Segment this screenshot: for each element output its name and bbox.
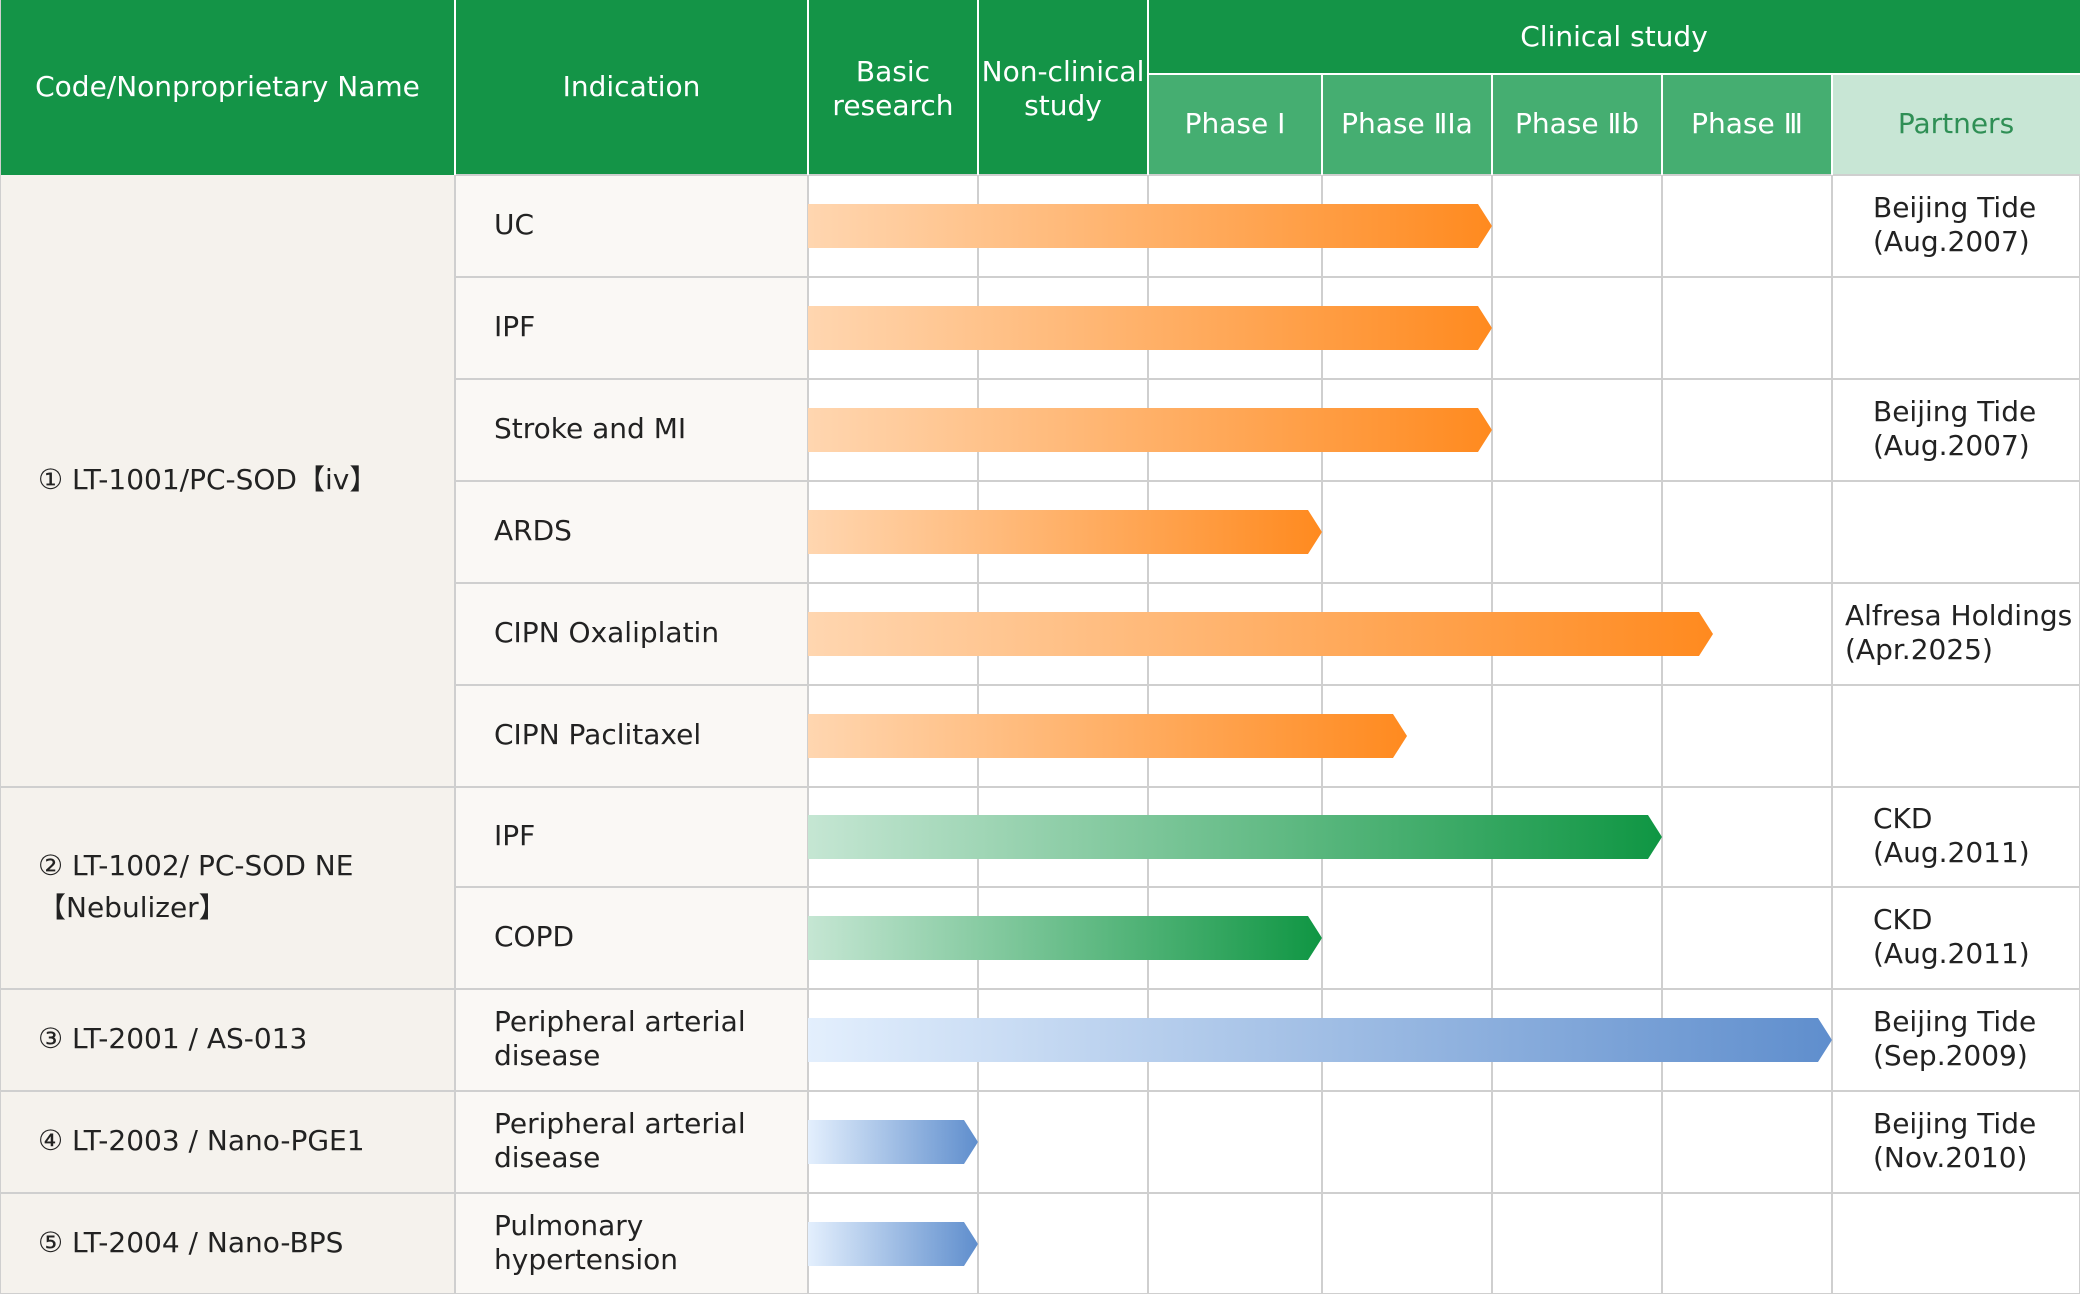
partner-label-line: (Apr.2025) xyxy=(1845,633,1993,666)
partner-label-line: Beijing Tide xyxy=(1873,395,2036,428)
progress-bar xyxy=(808,306,1492,350)
indication-label-line: Pulmonary xyxy=(494,1209,643,1242)
indication-label-line: IPF xyxy=(494,819,535,852)
partner-label-line: CKD xyxy=(1873,802,1932,835)
stage-header-6-line: Phase Ⅲ xyxy=(1691,107,1803,140)
header-separators xyxy=(454,0,2080,175)
progress-bar xyxy=(808,1120,978,1164)
stage-header-5-line: Phase Ⅱb xyxy=(1515,107,1639,140)
indication-label: COPD xyxy=(494,920,574,953)
stage-header-2: Non-clinical study xyxy=(982,55,1145,122)
compound-label-line: ④ LT-2003 / Nano-PGE1 xyxy=(38,1124,365,1157)
indication-label: IPF xyxy=(494,819,535,852)
indication-label-line: ARDS xyxy=(494,514,572,547)
progress-bar xyxy=(808,1222,978,1266)
compound-label: ④ LT-2003 / Nano-PGE1 xyxy=(38,1124,365,1157)
stage-header-2-line: Non-clinical xyxy=(982,55,1145,88)
partner-label-line: (Sep.2009) xyxy=(1873,1039,2028,1072)
partner-label-line: Alfresa Holdings xyxy=(1845,599,2072,632)
progress-bar xyxy=(808,815,1662,859)
code-name-header: Code/Nonproprietary Name xyxy=(35,70,420,103)
indication-label-line: UC xyxy=(494,208,534,241)
progress-bar xyxy=(808,714,1407,758)
stage-header-1-line: Basic xyxy=(856,55,930,88)
partner-label-line: (Aug.2011) xyxy=(1873,937,2030,970)
partner-label-line: Beijing Tide xyxy=(1873,1005,2036,1038)
indication-label: Stroke and MI xyxy=(494,412,686,445)
compound-column xyxy=(0,175,455,1294)
progress-bar xyxy=(808,510,1322,554)
compound-label-line: 【Nebulizer】 xyxy=(38,891,227,924)
indication-label-line: IPF xyxy=(494,310,535,343)
progress-bar xyxy=(808,612,1713,656)
indication-label-line: CIPN Paclitaxel xyxy=(494,718,701,751)
indication-label: CIPN Paclitaxel xyxy=(494,718,701,751)
compound-label: ⑤ LT-2004 / Nano-BPS xyxy=(38,1226,343,1259)
compound-label: ② LT-1002/ PC-SOD NE 【Nebulizer】 xyxy=(38,849,353,924)
partner-label: CKD (Aug.2011) xyxy=(1873,903,2030,970)
progress-bar xyxy=(808,204,1492,248)
indication-label-line: Peripheral arterial xyxy=(494,1005,746,1038)
indication-label-line: Stroke and MI xyxy=(494,412,686,445)
indication-label: UC xyxy=(494,208,534,241)
progress-bar xyxy=(808,408,1492,452)
indication-label: CIPN Oxaliplatin xyxy=(494,616,719,649)
partner-label: Beijing Tide (Aug.2007) xyxy=(1873,395,2036,462)
indication-label-line: hypertension xyxy=(494,1243,678,1276)
indication-label-line: disease xyxy=(494,1039,600,1072)
partner-label-line: (Aug.2007) xyxy=(1873,429,2030,462)
indication-column xyxy=(455,175,808,1294)
indication-label: ARDS xyxy=(494,514,572,547)
stage-header-1: Basic research xyxy=(832,55,953,122)
stage-header-4: Phase ⅡⅠa xyxy=(1341,107,1473,140)
indication-label-line: COPD xyxy=(494,920,574,953)
clinical-study-header: Clinical study xyxy=(1520,20,1708,53)
indication-label: Peripheral arterial disease xyxy=(494,1005,746,1072)
partner-label-line: (Nov.2010) xyxy=(1873,1141,2027,1174)
partner-label-line: Beijing Tide xyxy=(1873,1107,2036,1140)
indication-label: Peripheral arterial disease xyxy=(494,1107,746,1174)
partner-label: Beijing Tide (Nov.2010) xyxy=(1873,1107,2036,1174)
partner-label-line: Beijing Tide xyxy=(1873,191,2036,224)
partner-label: Beijing Tide (Aug.2007) xyxy=(1873,191,2036,258)
stage-header-3-line: Phase Ⅰ xyxy=(1185,107,1286,140)
partner-label-line: (Aug.2011) xyxy=(1873,836,2030,869)
indication-header: Indication xyxy=(563,70,701,103)
progress-bar xyxy=(808,1018,1832,1062)
indication-label-line: disease xyxy=(494,1141,600,1174)
stage-header-6: Phase Ⅲ xyxy=(1691,107,1803,140)
stage-header-4-line: Phase ⅡⅠa xyxy=(1341,107,1473,140)
partner-label-line: (Aug.2007) xyxy=(1873,225,2030,258)
indication-label-line: CIPN Oxaliplatin xyxy=(494,616,719,649)
grid-lines xyxy=(0,174,2080,1294)
compound-label: ③ LT-2001 / AS-013 xyxy=(38,1022,307,1055)
stage-header-1-line: research xyxy=(832,89,953,122)
partners-header: Partners xyxy=(1898,107,2014,140)
partner-label: CKD (Aug.2011) xyxy=(1873,802,2030,869)
phase-header-band xyxy=(1148,74,1832,175)
compound-label: ① LT-1001/PC-SOD【iv】 xyxy=(38,463,377,496)
indication-label: IPF xyxy=(494,310,535,343)
stage-header-2-line: study xyxy=(1024,89,1102,122)
compound-label-line: ① LT-1001/PC-SOD【iv】 xyxy=(38,463,377,496)
compound-label-line: ⑤ LT-2004 / Nano-BPS xyxy=(38,1226,343,1259)
progress-bar xyxy=(808,916,1322,960)
partner-label-line: CKD xyxy=(1873,903,1932,936)
stage-header-5: Phase Ⅱb xyxy=(1515,107,1639,140)
compound-label-line: ③ LT-2001 / AS-013 xyxy=(38,1022,307,1055)
compound-label-line: ② LT-1002/ PC-SOD NE xyxy=(38,849,353,882)
indication-label-line: Peripheral arterial xyxy=(494,1107,746,1140)
partner-label: Beijing Tide (Sep.2009) xyxy=(1873,1005,2036,1072)
partners-header-cell xyxy=(1832,74,2080,175)
stage-header-3: Phase Ⅰ xyxy=(1185,107,1286,140)
indication-label: Pulmonary hypertension xyxy=(494,1209,678,1276)
partner-label: Alfresa Holdings (Apr.2025) xyxy=(1845,599,2072,666)
